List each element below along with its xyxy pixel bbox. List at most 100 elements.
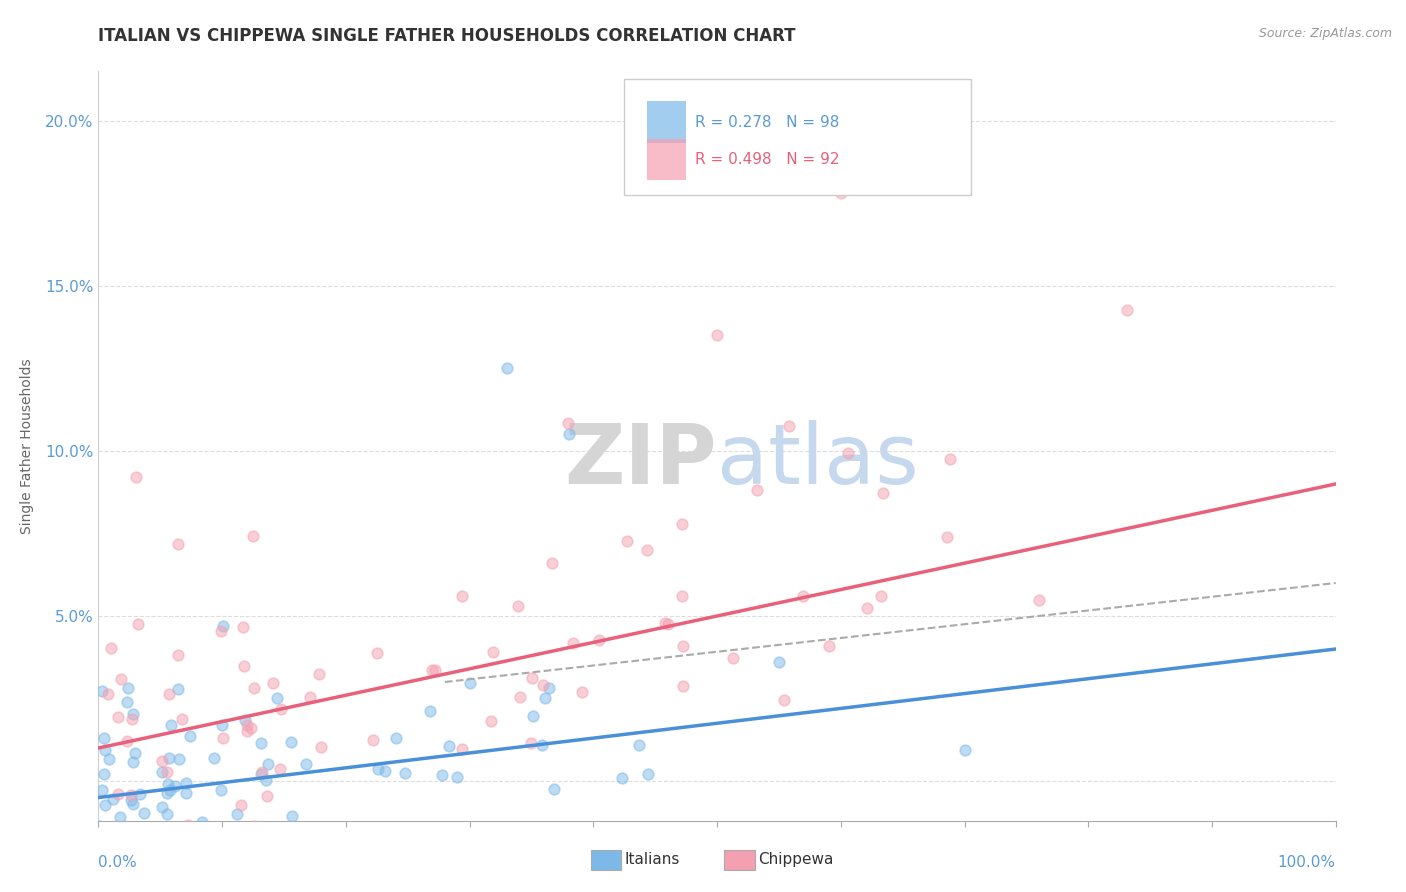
FancyBboxPatch shape (647, 102, 686, 143)
Point (205, 823, 228, 838)
Point (110, 672, 132, 686)
Point (953, 743, 976, 757)
Point (219, 823, 242, 838)
Point (262, 676, 284, 690)
Point (129, 823, 152, 838)
Point (1028, 593, 1050, 607)
Point (534, 691, 557, 706)
Point (280, 735, 302, 749)
Point (124, 470, 146, 484)
Point (187, 823, 209, 838)
Point (266, 691, 288, 706)
Point (156, 777, 179, 791)
Point (107, 710, 129, 724)
Point (177, 818, 200, 832)
Point (451, 742, 474, 756)
Text: 0.0%: 0.0% (98, 855, 138, 871)
Point (361, 732, 384, 747)
Point (561, 636, 583, 650)
Point (557, 427, 579, 442)
Point (423, 663, 446, 677)
Point (209, 624, 232, 638)
Point (768, 655, 790, 669)
Point (120, 788, 142, 802)
Point (232, 659, 254, 673)
Point (90, 823, 112, 838)
Point (541, 557, 564, 571)
Point (128, 787, 150, 801)
Point (588, 633, 610, 648)
Point (506, 599, 529, 614)
Point (522, 671, 544, 685)
Point (107, 787, 129, 801)
Point (773, 693, 796, 707)
Point (479, 714, 502, 728)
Point (90, 783, 112, 797)
Point (308, 667, 330, 681)
Point (142, 822, 165, 837)
Point (90, 823, 112, 838)
Point (242, 528, 264, 542)
Point (830, 186, 852, 201)
Point (97, 687, 120, 701)
Point (671, 590, 693, 604)
Point (93, 731, 115, 745)
Point (278, 823, 301, 838)
Point (100, 823, 122, 838)
Point (470, 823, 492, 838)
Y-axis label: Single Father Households: Single Father Households (20, 359, 34, 533)
Point (181, 823, 204, 838)
Point (252, 823, 274, 838)
Point (419, 704, 441, 718)
Point (101, 823, 124, 838)
Point (439, 739, 461, 753)
Point (939, 452, 962, 467)
Point (117, 734, 139, 748)
Point (636, 543, 658, 558)
Point (153, 822, 176, 836)
Point (233, 713, 256, 727)
FancyBboxPatch shape (624, 78, 970, 195)
Point (531, 678, 554, 692)
Point (94, 797, 117, 812)
Point (174, 787, 197, 801)
Point (250, 766, 273, 780)
Point (212, 731, 235, 745)
Point (160, 823, 183, 838)
Point (98, 752, 121, 766)
Point (156, 764, 179, 779)
Point (260, 823, 283, 838)
Point (856, 601, 879, 615)
Point (1116, 302, 1139, 317)
Point (250, 764, 273, 779)
Point (115, 696, 138, 710)
Point (173, 823, 195, 838)
Point (610, 772, 633, 786)
Point (100, 640, 122, 655)
Point (159, 783, 181, 797)
Point (837, 446, 859, 460)
Point (211, 619, 233, 633)
Point (543, 782, 565, 797)
Point (118, 823, 141, 838)
Point (352, 823, 374, 838)
Text: Italians: Italians (624, 853, 679, 867)
Point (495, 361, 517, 376)
Point (121, 712, 143, 726)
Point (295, 757, 318, 772)
Point (496, 823, 519, 838)
Point (179, 729, 201, 743)
Point (150, 754, 173, 768)
Text: Chippewa: Chippewa (758, 853, 834, 867)
Point (184, 823, 207, 838)
Point (87, 823, 110, 838)
Point (150, 800, 173, 814)
Point (166, 682, 188, 697)
Point (217, 822, 239, 836)
Point (385, 731, 408, 745)
Point (103, 823, 125, 838)
Point (105, 823, 128, 838)
Point (174, 775, 197, 789)
Point (191, 814, 214, 829)
Point (298, 690, 321, 704)
